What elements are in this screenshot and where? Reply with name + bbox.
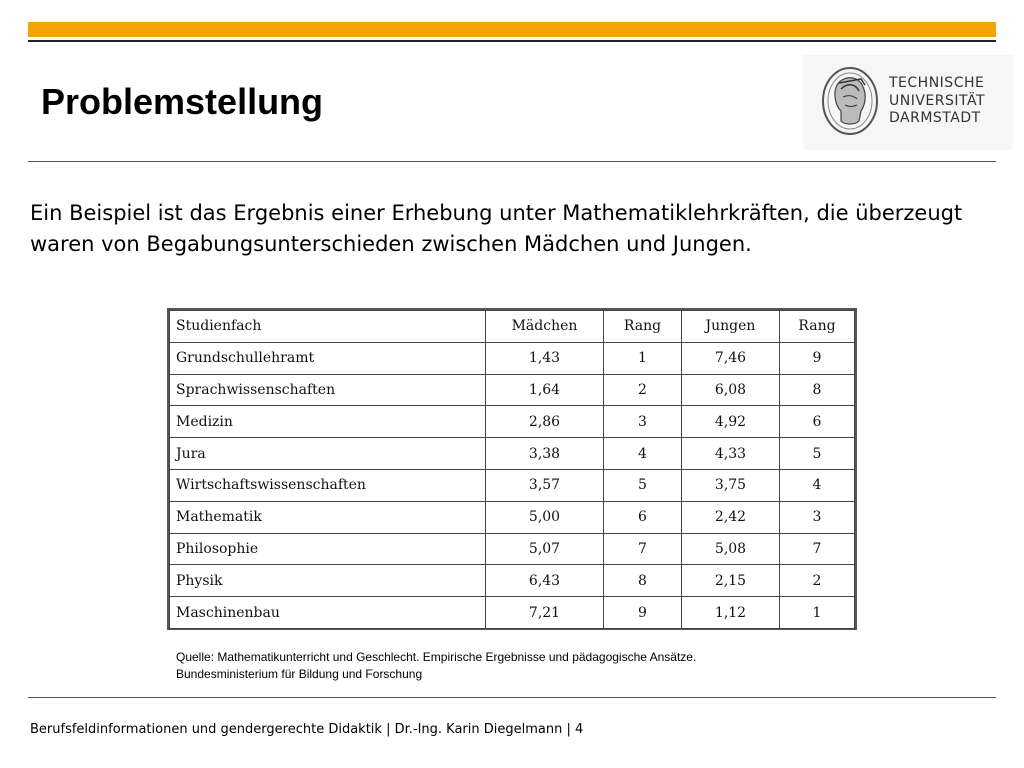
cell-rang-jungen: 1 — [779, 596, 855, 629]
logo-line: TECHNISCHE — [889, 75, 985, 91]
cell-subject: Medizin — [169, 405, 486, 439]
cell-rang-jungen: 2 — [779, 564, 855, 598]
cell-rang-jungen: 7 — [779, 532, 855, 566]
table-row: Medizin 2,86 3 4,92 6 — [169, 405, 855, 439]
cell-maedchen: 7,21 — [485, 596, 604, 629]
table-header-row: Studienfach Mädchen Rang Jungen Rang — [169, 310, 855, 343]
cell-rang-maedchen: 6 — [603, 500, 682, 534]
university-logo: TECHNISCHE UNIVERSITÄT DARMSTADT — [803, 55, 1013, 150]
cell-jungen: 2,15 — [681, 564, 780, 598]
table-row: Philosophie 5,07 7 5,08 7 — [169, 532, 855, 566]
cell-jungen: 4,33 — [681, 437, 780, 470]
cell-rang-jungen: 5 — [779, 437, 855, 470]
cell-jungen: 7,46 — [681, 341, 780, 375]
header-divider — [28, 161, 996, 162]
table-row: Physik 6,43 8 2,15 2 — [169, 564, 855, 598]
header-rang-jungen: Rang — [779, 310, 855, 343]
cell-subject: Wirtschaftswissenschaften — [169, 468, 486, 502]
cell-jungen: 6,08 — [681, 373, 780, 407]
cell-maedchen: 3,38 — [485, 437, 604, 470]
cell-rang-maedchen: 9 — [603, 596, 682, 629]
cell-rang-maedchen: 2 — [603, 373, 682, 407]
cell-maedchen: 5,07 — [485, 532, 604, 566]
table-row: Jura 3,38 4 4,33 5 — [169, 437, 855, 470]
source-citation: Quelle: Mathematikunterricht und Geschle… — [176, 649, 696, 683]
slide-footer: Berufsfeldinformationen und gendergerech… — [30, 722, 584, 737]
cell-rang-jungen: 9 — [779, 341, 855, 375]
cell-rang-jungen: 4 — [779, 468, 855, 502]
table-row: Maschinenbau 7,21 9 1,12 1 — [169, 596, 855, 629]
slide-title: Problemstellung — [41, 81, 324, 122]
cell-maedchen: 3,57 — [485, 468, 604, 502]
table-row: Sprachwissenschaften 1,64 2 6,08 8 — [169, 373, 855, 407]
results-table: Studienfach Mädchen Rang Jungen Rang Gru… — [167, 308, 857, 630]
cell-subject: Physik — [169, 564, 486, 598]
top-divider — [28, 40, 996, 42]
header-maedchen: Mädchen — [485, 310, 604, 343]
athena-head-seal-icon — [822, 67, 878, 135]
logo-wordmark: TECHNISCHE UNIVERSITÄT DARMSTADT — [889, 75, 985, 128]
cell-rang-maedchen: 1 — [603, 341, 682, 375]
cell-maedchen: 5,00 — [485, 500, 604, 534]
cell-maedchen: 2,86 — [485, 405, 604, 439]
cell-subject: Jura — [169, 437, 486, 470]
cell-jungen: 1,12 — [681, 596, 780, 629]
cell-rang-maedchen: 8 — [603, 564, 682, 598]
source-line: Quelle: Mathematikunterricht und Geschle… — [176, 650, 697, 664]
cell-rang-jungen: 6 — [779, 405, 855, 439]
cell-maedchen: 1,43 — [485, 341, 604, 375]
cell-subject: Sprachwissenschaften — [169, 373, 486, 407]
table-row: Mathematik 5,00 6 2,42 3 — [169, 500, 855, 534]
cell-subject: Mathematik — [169, 500, 486, 534]
footer-divider — [28, 697, 996, 698]
cell-rang-jungen: 8 — [779, 373, 855, 407]
logo-line: UNIVERSITÄT — [889, 92, 986, 109]
cell-rang-maedchen: 4 — [603, 437, 682, 470]
table-row: Wirtschaftswissenschaften 3,57 5 3,75 4 — [169, 468, 855, 502]
header-rang-maedchen: Rang — [603, 310, 682, 343]
cell-maedchen: 1,64 — [485, 373, 604, 407]
cell-jungen: 3,75 — [681, 468, 780, 502]
cell-rang-jungen: 3 — [779, 500, 855, 534]
cell-jungen: 2,42 — [681, 500, 780, 534]
cell-subject: Grundschullehramt — [169, 341, 486, 375]
header-jungen: Jungen — [681, 310, 780, 343]
cell-jungen: 5,08 — [681, 532, 780, 566]
table-row: Grundschullehramt 1,43 1 7,46 9 — [169, 341, 855, 375]
source-line: Bundesministerium für Bildung und Forsch… — [176, 667, 423, 681]
cell-jungen: 4,92 — [681, 405, 780, 439]
header-studienfach: Studienfach — [169, 310, 486, 343]
logo-line: DARMSTADT — [889, 110, 981, 126]
cell-subject: Philosophie — [169, 532, 486, 566]
cell-rang-maedchen: 5 — [603, 468, 682, 502]
cell-rang-maedchen: 7 — [603, 532, 682, 566]
accent-bar — [28, 22, 996, 37]
cell-subject: Maschinenbau — [169, 596, 486, 629]
cell-rang-maedchen: 3 — [603, 405, 682, 439]
intro-text: Ein Beispiel ist das Ergebnis einer Erhe… — [30, 201, 963, 256]
cell-maedchen: 6,43 — [485, 564, 604, 598]
